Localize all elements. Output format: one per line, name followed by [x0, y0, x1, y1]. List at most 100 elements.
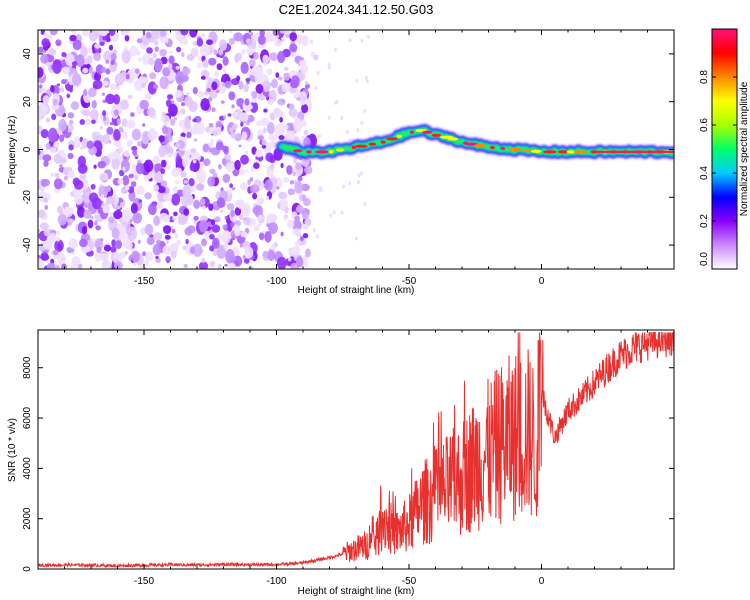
noise-blob: [217, 233, 223, 240]
noise-blob: [295, 162, 302, 170]
noise-blob: [272, 30, 279, 36]
noise-blob: [146, 47, 153, 54]
noise-blob: [230, 222, 235, 228]
noise-blob: [162, 193, 173, 202]
noise-blob: [68, 238, 78, 249]
noise-blob: [198, 261, 209, 269]
noise-blob: [208, 122, 214, 129]
noise-blob: [305, 218, 311, 226]
noise-blob: [59, 134, 65, 143]
noise-blob: [203, 158, 211, 167]
noise-blob: [80, 46, 88, 58]
noise-blob: [101, 92, 105, 96]
noise-blob: [41, 38, 50, 48]
noise-blob: [229, 183, 234, 189]
noise-blob: [230, 131, 236, 139]
noise-blob: [166, 94, 174, 100]
noise-blob: [176, 239, 182, 246]
noise-blob: [58, 209, 64, 215]
noise-blob: [346, 130, 349, 134]
noise-blob: [108, 216, 115, 224]
noise-blob: [73, 136, 81, 148]
noise-blob: [293, 117, 303, 133]
noise-blob: [157, 186, 166, 194]
noise-blob: [168, 103, 178, 117]
colorbar-tick-label: 0.4: [699, 166, 710, 180]
noise-blob: [275, 72, 280, 78]
noise-blob: [124, 251, 128, 255]
noise-blob: [69, 34, 77, 42]
noise-blob: [255, 83, 264, 94]
noise-blob: [221, 158, 227, 166]
noise-blob: [45, 142, 51, 150]
noise-blob: [167, 152, 173, 158]
noise-blob: [180, 108, 186, 115]
ridge-hotspot: [368, 142, 377, 146]
ridge-hotspot: [523, 149, 532, 153]
noise-blob: [188, 178, 195, 187]
noise-blob: [180, 171, 187, 178]
noise-blob: [214, 70, 220, 77]
noise-blob: [158, 135, 165, 143]
noise-blob: [152, 243, 162, 256]
noise-blob: [185, 238, 189, 245]
noise-blob: [120, 159, 130, 173]
noise-blob: [217, 263, 222, 269]
noise-blob: [69, 87, 73, 93]
noise-blob: [53, 141, 60, 148]
noise-blob: [126, 69, 136, 84]
noise-blob: [258, 232, 265, 240]
spectrogram-y-tick-label: -40: [22, 237, 33, 252]
noise-blob: [225, 162, 236, 172]
noise-blob: [240, 154, 249, 165]
noise-blob: [182, 67, 191, 76]
noise-blob: [312, 228, 316, 233]
snr-y-tick-label: 2000: [22, 507, 33, 530]
noise-blob: [38, 87, 44, 94]
noise-blob: [108, 30, 116, 37]
noise-blob: [100, 244, 104, 248]
noise-blob: [105, 68, 111, 75]
noise-blob: [184, 227, 193, 236]
noise-blob: [115, 240, 122, 250]
noise-blob: [251, 91, 258, 99]
ridge-hotspot: [508, 147, 522, 152]
noise-blob: [239, 169, 246, 176]
noise-blob: [282, 177, 290, 183]
ridge-hotspot: [557, 150, 569, 154]
noise-blob: [222, 56, 229, 66]
spectrogram-y-ticks: -40 -20 0 20 40: [22, 48, 674, 252]
noise-blob: [130, 203, 138, 214]
noise-blob: [58, 119, 67, 132]
spectrogram-y-axis-label: Frequency (Hz): [7, 116, 18, 185]
noise-blob: [267, 249, 276, 261]
noise-blob: [180, 132, 186, 138]
noise-blob: [120, 188, 126, 194]
noise-blob: [274, 38, 282, 48]
noise-blob: [134, 50, 141, 56]
noise-blob: [247, 179, 252, 185]
noise-blob: [38, 67, 44, 78]
noise-blob: [144, 92, 152, 100]
noise-blob: [102, 110, 107, 117]
noise-blob: [162, 245, 172, 256]
noise-blob: [200, 98, 210, 111]
noise-blob: [117, 178, 124, 185]
noise-blob: [284, 206, 289, 214]
noise-blob: [327, 115, 331, 120]
noise-blob: [238, 144, 242, 148]
noise-blob: [222, 83, 226, 87]
noise-blob: [40, 129, 49, 139]
noise-blob: [281, 82, 290, 93]
snr-x-tick-label: -100: [266, 576, 286, 587]
noise-blob: [118, 126, 124, 133]
snr-y-tick-label: 0: [22, 566, 33, 572]
noise-blob: [53, 249, 59, 256]
noise-blob: [189, 30, 198, 38]
noise-blob: [292, 219, 302, 231]
noise-blob: [170, 118, 176, 126]
noise-blob: [103, 244, 112, 252]
noise-blob: [119, 201, 126, 208]
noise-blob: [38, 209, 46, 219]
noise-blob: [196, 37, 204, 47]
